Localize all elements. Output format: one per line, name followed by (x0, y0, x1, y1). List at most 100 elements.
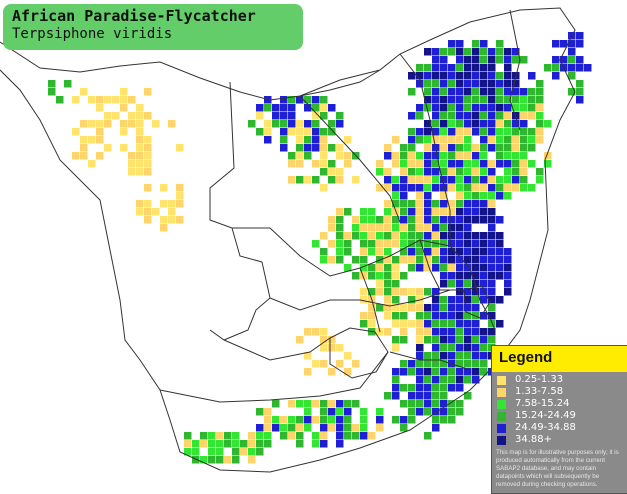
distribution-cell (496, 160, 504, 168)
distribution-cell (400, 256, 408, 264)
distribution-cell (440, 416, 448, 424)
distribution-cell (288, 416, 296, 424)
distribution-cell (472, 88, 480, 96)
distribution-cell (104, 120, 112, 128)
distribution-cell (320, 152, 328, 160)
distribution-cell (248, 456, 256, 464)
distribution-cell (496, 144, 504, 152)
distribution-cell (488, 248, 496, 256)
distribution-cell (504, 80, 512, 88)
distribution-cell (360, 264, 368, 272)
distribution-cell (392, 192, 400, 200)
distribution-cell (432, 224, 440, 232)
distribution-cell (224, 440, 232, 448)
distribution-cell (400, 216, 408, 224)
distribution-cell (312, 104, 320, 112)
distribution-cell (352, 272, 360, 280)
distribution-cell (136, 104, 144, 112)
distribution-cell (448, 376, 456, 384)
distribution-cell (440, 136, 448, 144)
distribution-cell (424, 216, 432, 224)
distribution-cell (520, 128, 528, 136)
distribution-cell (528, 96, 536, 104)
distribution-cell (296, 432, 304, 440)
distribution-cell (424, 88, 432, 96)
distribution-cell (512, 80, 520, 88)
distribution-cell (408, 112, 416, 120)
distribution-cell (432, 328, 440, 336)
distribution-cell (504, 248, 512, 256)
distribution-cell (456, 360, 464, 368)
distribution-cell (416, 200, 424, 208)
distribution-cell (488, 280, 496, 288)
distribution-cell (432, 296, 440, 304)
distribution-cell (328, 368, 336, 376)
distribution-cell (400, 176, 408, 184)
distribution-cell (528, 112, 536, 120)
distribution-cell (392, 344, 400, 352)
distribution-cell (440, 200, 448, 208)
distribution-cell (312, 176, 320, 184)
distribution-cell (312, 160, 320, 168)
distribution-cell (432, 80, 440, 88)
distribution-cell (432, 344, 440, 352)
distribution-cell (392, 336, 400, 344)
distribution-cell (488, 208, 496, 216)
distribution-cell (520, 96, 528, 104)
distribution-cell (264, 120, 272, 128)
distribution-cell (464, 152, 472, 160)
distribution-cell (496, 80, 504, 88)
distribution-cell (408, 304, 416, 312)
border-province-4 (389, 351, 471, 371)
distribution-cell (384, 304, 392, 312)
distribution-cell (488, 96, 496, 104)
distribution-cell (264, 416, 272, 424)
distribution-cell (424, 200, 432, 208)
distribution-cell (480, 176, 488, 184)
distribution-cell (424, 304, 432, 312)
legend-item: 7.58-15.24 (492, 398, 627, 411)
distribution-cell (464, 264, 472, 272)
distribution-cell (104, 112, 112, 120)
distribution-cell (440, 408, 448, 416)
distribution-cell (416, 312, 424, 320)
distribution-cell (456, 344, 464, 352)
distribution-cell (72, 96, 80, 104)
distribution-cell (520, 160, 528, 168)
distribution-cell (488, 136, 496, 144)
distribution-cell (392, 136, 400, 144)
distribution-cell (408, 232, 416, 240)
distribution-cell (512, 56, 520, 64)
distribution-cell (400, 152, 408, 160)
distribution-cell (480, 280, 488, 288)
distribution-cell (432, 304, 440, 312)
distribution-cell (48, 80, 56, 88)
distribution-cell (264, 440, 272, 448)
legend-label: 34.88+ (515, 434, 553, 445)
distribution-cell (488, 88, 496, 96)
distribution-cell (360, 232, 368, 240)
distribution-cell (504, 104, 512, 112)
distribution-cell (288, 424, 296, 432)
distribution-cell (424, 320, 432, 328)
distribution-cell (392, 416, 400, 424)
distribution-cell (72, 152, 80, 160)
distribution-cell (432, 136, 440, 144)
distribution-cell (400, 208, 408, 216)
legend-item: 24.49-34.88 (492, 422, 627, 435)
distribution-cell (456, 152, 464, 160)
distribution-cell (440, 160, 448, 168)
distribution-cell (120, 144, 128, 152)
distribution-cell (416, 160, 424, 168)
distribution-cell (440, 144, 448, 152)
distribution-cell (392, 384, 400, 392)
distribution-cell (336, 120, 344, 128)
distribution-cell (336, 408, 344, 416)
distribution-cell (440, 56, 448, 64)
distribution-cell (496, 40, 504, 48)
distribution-cell (440, 248, 448, 256)
distribution-cell (320, 232, 328, 240)
distribution-cell (440, 184, 448, 192)
distribution-cell (288, 160, 296, 168)
distribution-cell (576, 40, 584, 48)
